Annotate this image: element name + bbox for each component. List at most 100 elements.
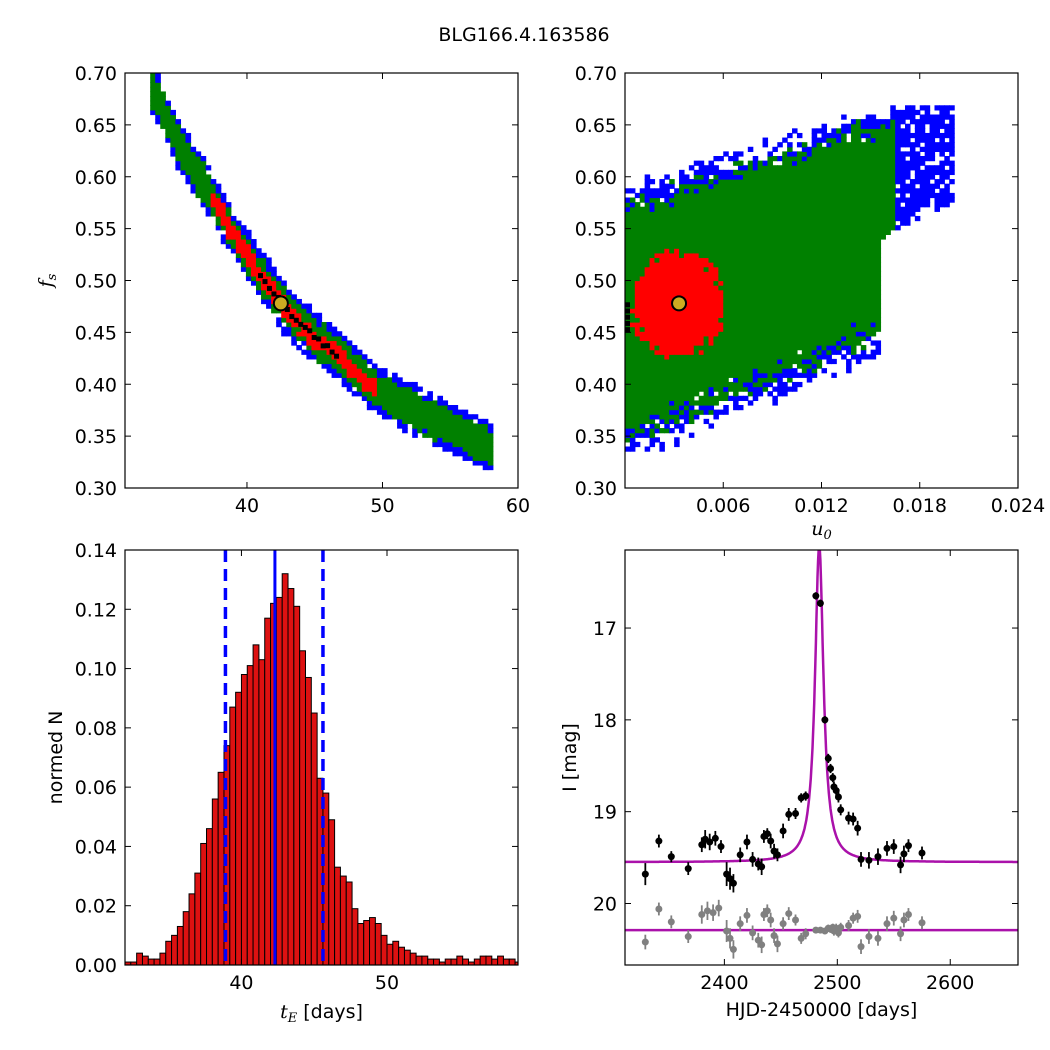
cell-3sigma (728, 395, 734, 401)
cell-2sigma (737, 294, 744, 300)
cell-3sigma (256, 289, 262, 295)
cell-3sigma (939, 137, 945, 143)
cell-2sigma (801, 229, 808, 235)
cell-2sigma (826, 188, 832, 194)
cell-1sigma (266, 275, 272, 282)
cell-1sigma (688, 340, 695, 346)
cell-2sigma (816, 229, 823, 235)
cell-2sigma (870, 294, 877, 300)
cell-2sigma (880, 132, 886, 139)
cell-2sigma (875, 211, 882, 217)
cell-2sigma (777, 294, 783, 300)
cell-2sigma (366, 395, 373, 401)
y-tick-label: 0.04 (75, 836, 117, 858)
histogram-bar (392, 940, 400, 965)
x-axis-label-symbol: t (280, 1001, 288, 1023)
cell-2sigma (737, 354, 744, 360)
cell-1sigma (331, 340, 338, 346)
cell-2sigma (723, 377, 729, 383)
cell-2sigma (772, 363, 778, 369)
cell-3sigma (356, 391, 363, 397)
cell-3sigma (718, 169, 724, 176)
cell-3sigma (679, 414, 685, 420)
cell-1sigma (664, 308, 670, 314)
cell-1sigma (346, 368, 353, 374)
cell-2sigma (806, 345, 813, 351)
histogram-bar (462, 958, 470, 965)
cell-2sigma (865, 317, 872, 323)
cell-2sigma (723, 215, 729, 222)
cell-2sigma (777, 206, 783, 212)
cell-3sigma (860, 349, 867, 355)
cell-3sigma (865, 123, 872, 129)
cell-2sigma (831, 192, 837, 199)
cell-2sigma (767, 188, 773, 194)
cell-3sigma (772, 386, 778, 392)
cell-2sigma (836, 234, 842, 240)
cell-2sigma (625, 294, 631, 300)
cell-2sigma (752, 294, 759, 300)
histogram-bar (427, 958, 435, 965)
cell-2sigma (402, 395, 408, 401)
cell-3sigma (669, 183, 675, 189)
cell-2sigma (792, 179, 798, 185)
cell-2sigma (752, 275, 759, 282)
cell-2sigma (654, 391, 660, 397)
cell-2sigma (639, 400, 646, 406)
cell-1sigma (708, 312, 715, 318)
cell-3sigma (728, 174, 734, 180)
cell-2sigma (205, 197, 212, 203)
cell-3sigma (737, 395, 744, 401)
cell-2sigma (826, 234, 832, 240)
cell-2sigma (737, 280, 744, 286)
cell-2sigma (713, 262, 719, 268)
cell-2sigma (742, 354, 749, 360)
cell-2sigma (625, 349, 631, 355)
cell-2sigma (634, 391, 641, 397)
cell-3sigma (895, 174, 901, 180)
cell-2sigma (796, 275, 803, 282)
cell-2sigma (787, 248, 793, 254)
cell-2sigma (482, 432, 489, 438)
cell-2sigma (693, 377, 700, 383)
cell-2sigma (767, 257, 773, 263)
cell-2sigma (693, 192, 700, 199)
cell-1sigma (688, 331, 695, 337)
cell-2sigma (654, 211, 660, 217)
cell-2sigma (865, 248, 872, 254)
cell-2sigma (693, 215, 700, 222)
cell-2sigma (713, 239, 719, 245)
cell-1sigma (669, 326, 675, 332)
cell-3sigma (477, 460, 484, 466)
cell-1sigma (688, 345, 695, 351)
cell-2sigma (747, 234, 754, 240)
cell-2sigma (777, 298, 783, 305)
cell-2sigma (742, 174, 749, 180)
cell-2sigma (447, 428, 454, 434)
cell-3sigma (397, 381, 403, 388)
cell-2sigma (442, 423, 449, 429)
cell-2sigma (772, 225, 778, 231)
cell-3sigma (900, 179, 906, 185)
cell-2sigma (836, 298, 842, 305)
cell-2sigma (865, 225, 872, 231)
residual-point (736, 920, 744, 928)
cell-2sigma (747, 322, 754, 328)
cell-2sigma (467, 432, 474, 438)
cell-2sigma (718, 395, 724, 401)
cell-2sigma (230, 243, 237, 249)
histogram-bar (299, 650, 306, 965)
cell-1sigma (301, 322, 307, 328)
cell-2sigma (831, 225, 837, 231)
cell-3sigma (220, 197, 227, 203)
cell-3sigma (895, 169, 901, 176)
cell-2sigma (437, 423, 444, 429)
cell-2sigma (787, 275, 793, 282)
cell-2sigma (777, 280, 783, 286)
cell-best (262, 279, 268, 285)
cell-3sigma (875, 349, 882, 355)
cell-2sigma (659, 414, 665, 420)
cell-2sigma (865, 266, 872, 272)
cell-1sigma (634, 285, 641, 291)
cell-1sigma (679, 266, 685, 272)
